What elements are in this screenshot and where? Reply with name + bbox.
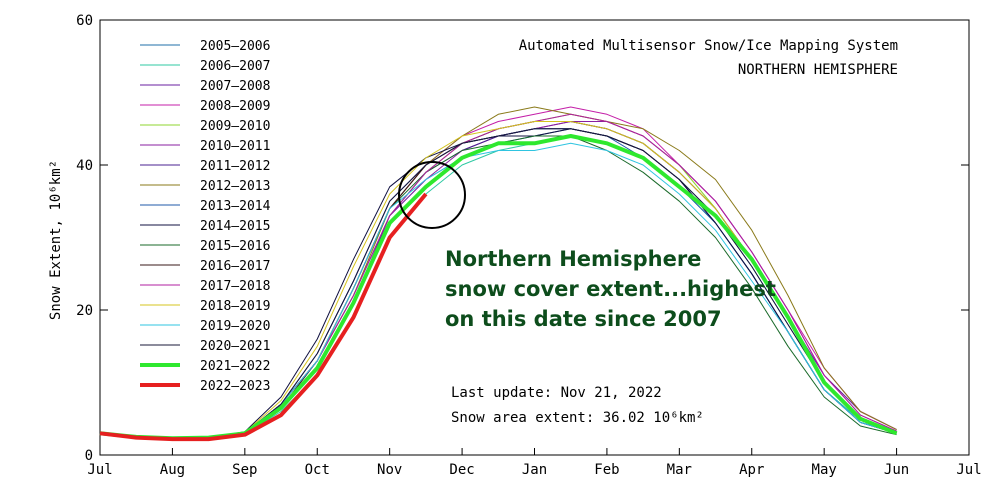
legend-label: 2009–2010	[200, 119, 270, 134]
series-line	[99, 192, 428, 442]
legend-label: 2006–2007	[200, 59, 270, 74]
y-axis-label: Snow Extent, 10⁶km²	[48, 160, 64, 320]
legend-label: 2022–2023	[200, 379, 270, 394]
headline-annotation: Northern Hemisphere snow cover extent...…	[445, 247, 776, 331]
legend-label: 2010–2011	[200, 139, 270, 154]
x-tick-label: Apr	[739, 462, 764, 478]
series-lines	[99, 106, 898, 442]
x-tick-label: May	[812, 462, 837, 478]
x-axis: Jul Aug Sep Oct Nov Dec Jan Feb Mar Apr May Jun Jul	[87, 448, 982, 478]
highlight-circle	[398, 161, 466, 229]
legend-label: 2014–2015	[200, 219, 270, 234]
y-axis: 0 20 40 60	[76, 13, 969, 464]
legend-label: 2007–2008	[200, 79, 270, 94]
x-tick-label: Feb	[594, 462, 619, 478]
legend-label: 2012–2013	[200, 179, 270, 194]
legend: 2005–2006 2006–2007 2007–2008 2008–2009 2009…	[140, 39, 271, 394]
y-tick-label: 60	[76, 13, 93, 29]
y-tick-label: 0	[85, 448, 93, 464]
x-tick-label: Jul	[87, 462, 112, 478]
y-tick-label: 20	[76, 303, 93, 319]
last-update-note: Last update: Nov 21, 2022	[451, 385, 662, 401]
legend-label: 2011–2012	[200, 159, 270, 174]
legend-label: 2018–2019	[200, 299, 270, 314]
chart-subtitle: NORTHERN HEMISPHERE	[738, 62, 898, 78]
x-tick-label: Jan	[522, 462, 547, 478]
x-tick-label: Aug	[160, 462, 185, 478]
y-tick-label: 40	[76, 158, 93, 174]
x-tick-label: Jun	[884, 462, 909, 478]
legend-label: 2017–2018	[200, 279, 270, 294]
legend-label: 2016–2017	[200, 259, 270, 274]
chart-title: Automated Multisensor Snow/Ice Mapping S…	[519, 38, 898, 54]
legend-label: 2021–2022	[200, 359, 270, 374]
x-tick-label: Nov	[377, 462, 402, 478]
legend-label: 2005–2006	[200, 39, 270, 54]
x-tick-label: Mar	[667, 462, 692, 478]
legend-label: 2015–2016	[200, 239, 270, 254]
legend-label: 2020–2021	[200, 339, 270, 354]
x-tick-label: Sep	[232, 462, 257, 478]
legend-label: 2008–2009	[200, 99, 270, 114]
snow-area-note: Snow area extent: 36.02 10⁶km²	[451, 410, 704, 426]
x-tick-label: Jul	[956, 462, 981, 478]
x-tick-label: Oct	[305, 462, 330, 478]
x-tick-label: Dec	[449, 462, 474, 478]
legend-label: 2019–2020	[200, 319, 270, 334]
legend-label: 2013–2014	[200, 199, 271, 214]
